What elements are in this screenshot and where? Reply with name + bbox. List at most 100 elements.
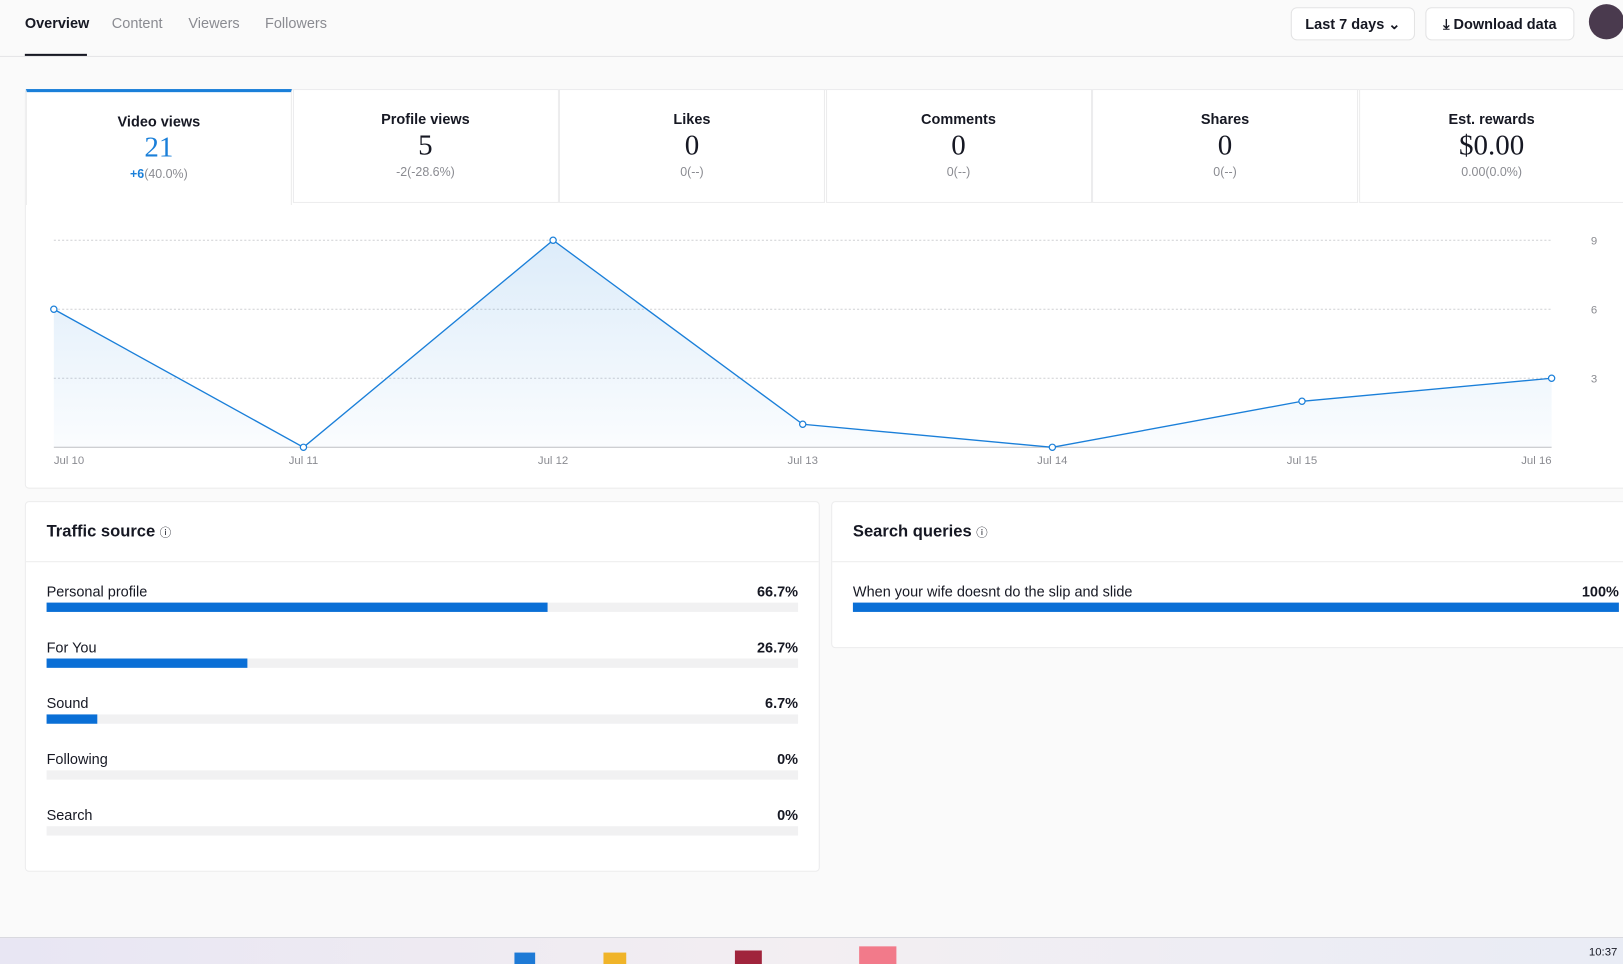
metric-change: 0(--) <box>560 165 824 179</box>
row-label: For You <box>46 638 97 656</box>
start-icon[interactable] <box>514 952 536 964</box>
bar-track <box>852 602 1619 612</box>
row-percent: 0% <box>777 750 799 768</box>
area <box>53 240 1552 448</box>
metric-change: -2(-28.6%) <box>293 165 557 179</box>
row-label: Following <box>46 750 108 768</box>
metric-delta: -2 <box>396 164 408 180</box>
chart: 3 6 9 Jul 10 Jul 11 Jul 12 Jul 13 Jul 14 Jul 15 J… <box>50 235 1597 467</box>
point <box>1298 397 1306 406</box>
source-row: When your wife doesnt do the slip and sl… <box>852 582 1619 612</box>
tab[interactable]: Viewers <box>188 14 240 32</box>
metric-delta: +6 <box>130 166 145 182</box>
metric-value: 5 <box>418 129 433 162</box>
metric-percent: (0.0%) <box>1485 164 1522 180</box>
metric-tile[interactable]: Profile views 5 -2(-28.6%) <box>292 89 559 203</box>
metric-label: Comments <box>921 110 996 128</box>
bar-track <box>46 602 799 612</box>
bar <box>852 602 1619 612</box>
traffic-card: Traffic source ⓘ Personal profile 66.7% Fo… <box>24 501 820 872</box>
row-label: When your wife doesnt do the slip and sl… <box>852 582 1133 600</box>
y-tick-label: 6 <box>1591 304 1597 316</box>
app-icon[interactable] <box>734 950 762 964</box>
source-row: Sound 6.7% <box>46 694 799 724</box>
card-title: Traffic source ⓘ <box>46 522 172 541</box>
metric-tile[interactable]: Video views 21 +6(40.0%) <box>25 89 292 206</box>
tab[interactable]: Content <box>111 14 163 32</box>
metric-delta: 0.00 <box>1461 164 1486 180</box>
metric-percent: (--) <box>687 164 704 180</box>
point <box>299 443 308 452</box>
bar <box>46 602 548 612</box>
source-row: Following 0% <box>46 750 799 780</box>
metric-percent: (40.0%) <box>144 166 188 182</box>
download-button[interactable]: ⤓ Download data <box>1425 7 1575 41</box>
x-tick-label: Jul 16 <box>1521 455 1551 467</box>
metric-change: 0(--) <box>1093 165 1357 179</box>
metric-tile[interactable]: Est. rewards $0.00 0.00(0.0%) <box>1358 89 1623 203</box>
title: Traffic source <box>46 522 156 541</box>
metric-value: 0 <box>1217 129 1233 162</box>
date-range-button[interactable]: Last 7 days ⌄ <box>1290 7 1415 41</box>
row-label: Search <box>46 806 93 824</box>
metric-change: +6(40.0%) <box>27 167 291 181</box>
divider <box>25 561 819 563</box>
x-tick-label: Jul 12 <box>538 455 568 467</box>
metric-percent: (-28.6%) <box>407 164 455 180</box>
y-tick-label: 3 <box>1591 373 1597 385</box>
bar <box>46 658 248 668</box>
tab[interactable]: Overview <box>24 14 90 32</box>
bar-track <box>46 714 799 724</box>
bar-track <box>46 770 799 780</box>
metric-label: Profile views <box>381 110 470 128</box>
metric-percent: (--) <box>953 164 971 180</box>
tab[interactable]: Followers <box>264 14 327 32</box>
x-tick-label: Jul 10 <box>54 455 84 467</box>
metric-tile[interactable]: Comments 0 0(--) <box>825 89 1092 203</box>
metric-tile[interactable]: Likes 0 0(--) <box>558 89 825 203</box>
row-percent: 100% <box>1581 582 1619 600</box>
row-percent: 6.7% <box>765 694 799 712</box>
metric-change: 0.00(0.0%) <box>1360 165 1623 179</box>
metric-value: $0.00 <box>1458 129 1525 162</box>
metric-delta: 0 <box>946 164 954 180</box>
metric-label: Likes <box>673 110 711 128</box>
x-tick-label: Jul 14 <box>1037 455 1067 467</box>
source-row: Personal profile 66.7% <box>46 582 799 612</box>
point <box>549 236 557 244</box>
metric-tile[interactable]: Shares 0 0(--) <box>1092 89 1359 203</box>
row-percent: 26.7% <box>756 638 799 656</box>
divider <box>832 561 1623 563</box>
metric-label: Shares <box>1200 110 1250 128</box>
metric-value: 21 <box>144 131 174 164</box>
card-title: Search queries ⓘ <box>852 522 988 541</box>
search-card: Search queries ⓘ When your wife doesnt d… <box>831 501 1623 649</box>
row-label: Sound <box>46 694 89 712</box>
folder-icon[interactable] <box>603 952 627 964</box>
taskbar: 10:37 <box>0 937 1623 964</box>
title: Search queries <box>852 522 972 541</box>
metric-delta: 0 <box>680 164 688 180</box>
x-tick-label: Jul 11 <box>289 455 319 467</box>
point <box>1547 374 1556 382</box>
metric-percent: (--) <box>1220 164 1237 180</box>
date-range[interactable]: Last 7 days <box>1305 15 1385 33</box>
metric-value: 0 <box>951 129 966 162</box>
avatar[interactable] <box>1588 4 1623 40</box>
download-label[interactable]: Download data <box>1453 15 1557 33</box>
metric-label: Video views <box>117 112 201 130</box>
y-tick-label: 9 <box>1591 235 1597 247</box>
metric-label: Est. rewards <box>1448 110 1535 128</box>
row-percent: 66.7% <box>756 582 799 600</box>
bar-track <box>46 658 799 668</box>
point <box>1048 443 1057 452</box>
point <box>798 420 807 429</box>
metric-value: 0 <box>684 129 700 162</box>
point <box>50 305 58 313</box>
metric-delta: 0 <box>1213 164 1221 180</box>
row-percent: 0% <box>777 806 799 824</box>
source-row: For You 26.7% <box>46 638 799 668</box>
bar-track <box>46 826 799 836</box>
app-icon[interactable] <box>859 946 897 964</box>
